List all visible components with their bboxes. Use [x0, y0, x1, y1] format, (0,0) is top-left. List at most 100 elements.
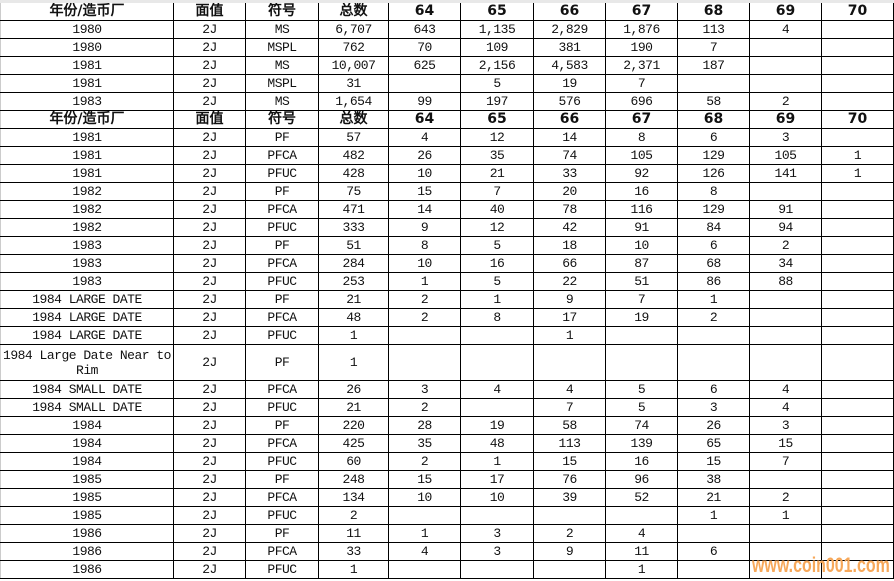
table-cell[interactable]: 1981	[0, 74, 174, 93]
table-cell[interactable]: 2J	[173, 254, 246, 273]
table-cell[interactable]	[749, 308, 822, 327]
table-cell[interactable]: 6	[677, 128, 750, 147]
table-cell[interactable]: 26	[388, 146, 461, 165]
table-cell[interactable]: 2J	[173, 200, 246, 219]
table-cell[interactable]: 4	[388, 542, 461, 561]
table-cell[interactable]: 2J	[173, 20, 246, 39]
table-cell[interactable]: 87	[605, 254, 678, 273]
table-cell[interactable]: 471	[318, 200, 389, 219]
table-cell[interactable]: 1983	[0, 254, 174, 273]
table-cell[interactable]	[821, 182, 894, 201]
table-cell[interactable]	[821, 470, 894, 489]
table-cell[interactable]	[821, 506, 894, 525]
table-cell[interactable]: 18	[533, 236, 606, 255]
table-cell[interactable]: 116	[605, 200, 678, 219]
table-cell[interactable]: 2J	[173, 56, 246, 75]
table-cell[interactable]: 3	[388, 380, 461, 399]
table-cell[interactable]: 2J	[173, 470, 246, 489]
column-header[interactable]: 67	[605, 3, 678, 21]
table-cell[interactable]: 42	[533, 218, 606, 237]
table-cell[interactable]: 70	[388, 38, 461, 57]
table-cell[interactable]: 1	[318, 344, 389, 381]
table-cell[interactable]	[460, 398, 534, 417]
table-cell[interactable]: 1	[533, 326, 606, 345]
table-cell[interactable]	[821, 272, 894, 291]
table-cell[interactable]: 2J	[173, 128, 246, 147]
table-cell[interactable]: 1983	[0, 92, 174, 111]
table-cell[interactable]: PFCA	[245, 146, 319, 165]
table-cell[interactable]: 14	[388, 200, 461, 219]
table-cell[interactable]: 2,156	[460, 56, 534, 75]
table-cell[interactable]: 2J	[173, 524, 246, 543]
table-cell[interactable]	[821, 344, 894, 381]
table-cell[interactable]: 220	[318, 416, 389, 435]
table-cell[interactable]: 66	[533, 254, 606, 273]
table-cell[interactable]	[605, 506, 678, 525]
table-cell[interactable]: PFCA	[245, 488, 319, 507]
table-cell[interactable]: 2J	[173, 542, 246, 561]
table-cell[interactable]: 1	[821, 146, 894, 165]
table-cell[interactable]: 139	[605, 434, 678, 453]
table-cell[interactable]: 2J	[173, 308, 246, 327]
table-cell[interactable]: 428	[318, 164, 389, 183]
table-cell[interactable]	[533, 344, 606, 381]
table-cell[interactable]	[749, 560, 822, 579]
table-cell[interactable]	[821, 236, 894, 255]
table-cell[interactable]: 8	[460, 308, 534, 327]
table-cell[interactable]	[677, 344, 750, 381]
table-cell[interactable]: 2,829	[533, 20, 606, 39]
table-cell[interactable]	[605, 326, 678, 345]
table-cell[interactable]: 15	[749, 434, 822, 453]
table-cell[interactable]: 58	[533, 416, 606, 435]
table-cell[interactable]: 1981	[0, 128, 174, 147]
column-header[interactable]: 符号	[245, 110, 319, 129]
table-cell[interactable]	[388, 326, 461, 345]
table-cell[interactable]: 381	[533, 38, 606, 57]
table-cell[interactable]: 74	[605, 416, 678, 435]
table-cell[interactable]: 1985	[0, 488, 174, 507]
column-header[interactable]: 68	[677, 3, 750, 21]
table-cell[interactable]: PF	[245, 290, 319, 309]
table-cell[interactable]: 17	[460, 470, 534, 489]
table-cell[interactable]: PFUC	[245, 506, 319, 525]
table-cell[interactable]: 1983	[0, 236, 174, 255]
table-cell[interactable]: 1	[318, 326, 389, 345]
table-cell[interactable]: 40	[460, 200, 534, 219]
table-cell[interactable]: 2	[388, 290, 461, 309]
table-cell[interactable]: PFUC	[245, 164, 319, 183]
table-cell[interactable]: 1984 Large Date Near to Rim	[0, 344, 174, 381]
table-cell[interactable]: 2J	[173, 488, 246, 507]
table-cell[interactable]: 99	[388, 92, 461, 111]
table-cell[interactable]	[821, 92, 894, 111]
table-cell[interactable]: 126	[677, 164, 750, 183]
table-cell[interactable]: 15	[677, 452, 750, 471]
table-cell[interactable]	[821, 254, 894, 273]
table-cell[interactable]	[821, 128, 894, 147]
table-cell[interactable]: MS	[245, 56, 319, 75]
table-cell[interactable]: 1984 LARGE DATE	[0, 326, 174, 345]
table-cell[interactable]: 38	[677, 470, 750, 489]
table-cell[interactable]: 65	[677, 434, 750, 453]
table-cell[interactable]: 35	[460, 146, 534, 165]
column-header[interactable]: 符号	[245, 3, 319, 21]
table-cell[interactable]: 2J	[173, 344, 246, 381]
table-cell[interactable]	[677, 326, 750, 345]
table-cell[interactable]	[821, 524, 894, 543]
table-cell[interactable]: 15	[388, 182, 461, 201]
table-cell[interactable]: 11	[605, 542, 678, 561]
table-cell[interactable]: 26	[318, 380, 389, 399]
column-header[interactable]: 67	[605, 110, 678, 129]
table-cell[interactable]	[821, 452, 894, 471]
column-header[interactable]: 总数	[318, 3, 389, 21]
table-cell[interactable]: 2J	[173, 92, 246, 111]
table-cell[interactable]: 1	[821, 164, 894, 183]
table-cell[interactable]: 7	[677, 38, 750, 57]
table-cell[interactable]: 39	[533, 488, 606, 507]
table-cell[interactable]: 2J	[173, 74, 246, 93]
column-header[interactable]: 面值	[173, 3, 246, 21]
table-cell[interactable]: 12	[460, 218, 534, 237]
table-cell[interactable]: 10,007	[318, 56, 389, 75]
table-cell[interactable]	[821, 326, 894, 345]
table-cell[interactable]: 1983	[0, 272, 174, 291]
table-cell[interactable]: 2J	[173, 272, 246, 291]
